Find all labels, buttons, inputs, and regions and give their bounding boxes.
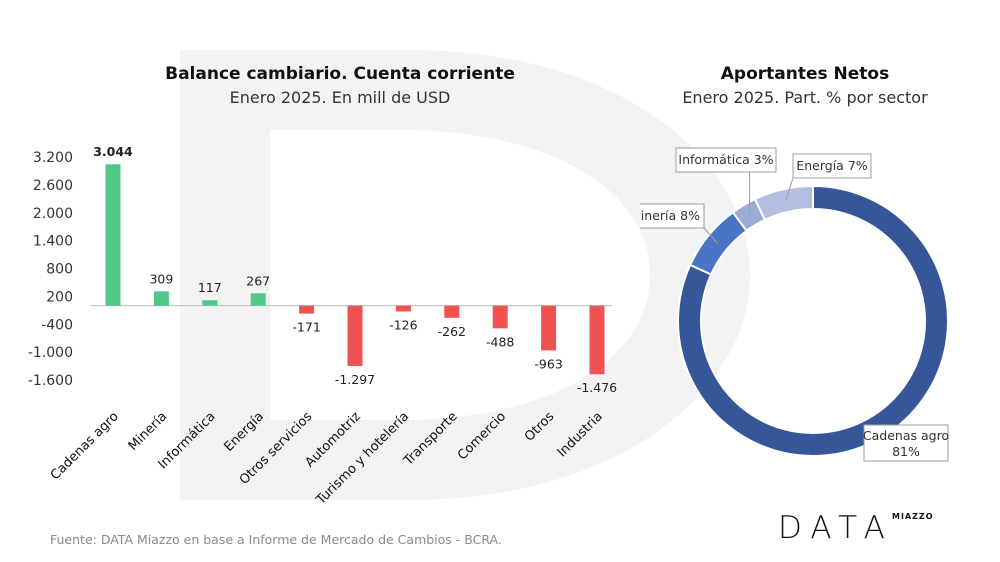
slice-value-label: 8%	[680, 208, 700, 223]
y-tick-label: 200	[46, 289, 73, 305]
slice-label-box	[675, 147, 777, 173]
x-category-label: Comercio	[455, 409, 509, 463]
y-tick-label: -1.000	[28, 345, 73, 361]
logo-wordmark: DATA	[778, 510, 894, 546]
brand-logo: DATA MIAZZO	[778, 508, 948, 548]
donut-chart-subtitle: Enero 2025. Part. % por sector	[682, 88, 928, 107]
y-tick-label: 800	[46, 262, 73, 278]
y-tick-label: -1.600	[28, 373, 73, 389]
bar-chart: 3.200 2.600 2.000 1.400 800 200 -400 -1.000 -1.6…	[28, 144, 617, 508]
bar	[492, 305, 508, 329]
bar-value-label: -488	[486, 334, 514, 349]
bar-value-label: 267	[246, 273, 270, 288]
x-category-label: Energía	[221, 409, 267, 455]
bar-value-label: -1.476	[577, 380, 617, 395]
bar-value-label: -963	[534, 356, 562, 371]
y-tick-label: 3.200	[33, 150, 73, 166]
bar-value-label: 3.044	[93, 144, 133, 159]
donut-slice	[677, 184, 949, 457]
slice-label-box	[863, 424, 949, 462]
slice-name: Minería	[640, 208, 680, 223]
slice-value-label: 81%	[892, 444, 920, 459]
x-category-label: Otros	[522, 409, 558, 445]
donut-chart-title: Aportantes Netos	[720, 64, 890, 84]
slice-label: Minería 8%	[640, 208, 700, 223]
bar	[250, 293, 266, 306]
bar-value-label: -126	[389, 318, 417, 333]
bar-value-label: -171	[292, 320, 320, 335]
slice-value-label: 7%	[848, 158, 868, 173]
logo-superscript: MIAZZO	[892, 512, 934, 521]
leader-line	[703, 227, 718, 244]
slice-value-label: 3%	[754, 152, 774, 167]
bar	[202, 300, 218, 306]
slice-label-box	[640, 203, 705, 229]
slice-label: Energía 7%	[796, 158, 867, 173]
bar-chart-header: Balance cambiario. Cuenta corriente Ener…	[130, 64, 550, 107]
bar-chart-title: Balance cambiario. Cuenta corriente	[165, 64, 515, 84]
y-tick-label: 1.400	[33, 234, 73, 250]
bar	[589, 305, 605, 375]
x-category-label: Minería	[126, 409, 171, 454]
bar	[153, 291, 169, 306]
leader-line	[785, 177, 794, 201]
bar	[541, 305, 557, 351]
bar-value-label: 309	[149, 271, 173, 286]
bar	[105, 164, 121, 306]
slice-name: Informática	[678, 152, 753, 167]
x-category-label: Cadenas agro	[48, 409, 122, 483]
bar	[299, 305, 315, 314]
donut-slice	[753, 184, 814, 222]
bar-value-label: 117	[198, 280, 222, 295]
bar	[347, 305, 363, 366]
slice-label: Cadenas agro	[863, 428, 949, 443]
bar-value-label: -1.297	[335, 372, 375, 387]
x-category-label: Industria	[555, 409, 606, 460]
slice-name: Energía	[796, 158, 847, 173]
bar-value-label: -262	[438, 324, 466, 339]
source-footnote: Fuente: DATA Miazzo en base a Informe de…	[50, 532, 502, 547]
bar	[395, 305, 411, 312]
y-tick-label: 2.600	[33, 178, 73, 194]
bar-chart-subtitle: Enero 2025. En mill de USD	[229, 88, 451, 107]
x-category-label: Turismo y hotelería	[313, 409, 412, 508]
bar	[444, 305, 460, 318]
donut-chart-header: Aportantes Netos Enero 2025. Part. % por…	[660, 64, 950, 107]
y-tick-label: -400	[41, 317, 73, 333]
y-tick-label: 2.000	[33, 206, 73, 222]
slice-label: Informática 3%	[678, 152, 773, 167]
slice-label-box	[792, 153, 872, 179]
